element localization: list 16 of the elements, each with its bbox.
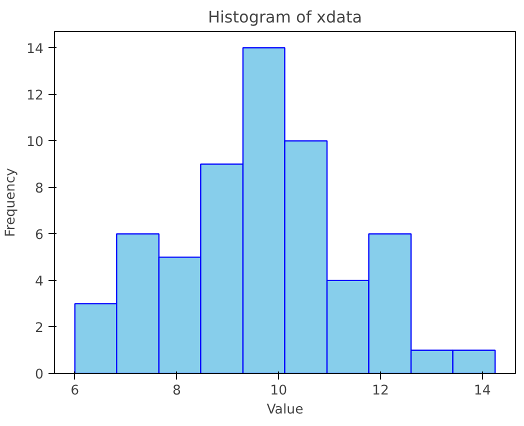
y-tick-label: 14 [26,42,44,57]
y-tick-label: 12 [26,88,44,104]
chart-title: Histogram of xdata [208,8,362,26]
x-tick-label: 6 [70,384,80,398]
x-tick-label: 12 [372,384,389,398]
y-tick-label: 0 [35,368,44,382]
y-axis-title: Frequency [4,168,19,237]
x-tick-label: 14 [474,384,491,398]
y-tick-label: 6 [35,228,44,243]
x-tick-label: 10 [270,384,288,398]
y-tick-label: 8 [35,181,44,196]
x-tick-label: 8 [172,384,181,398]
y-tick-label: 4 [35,274,44,290]
y-tick-label: 10 [26,134,44,150]
y-tick-label: 2 [35,320,44,336]
x-axis-title: Value [266,402,304,418]
